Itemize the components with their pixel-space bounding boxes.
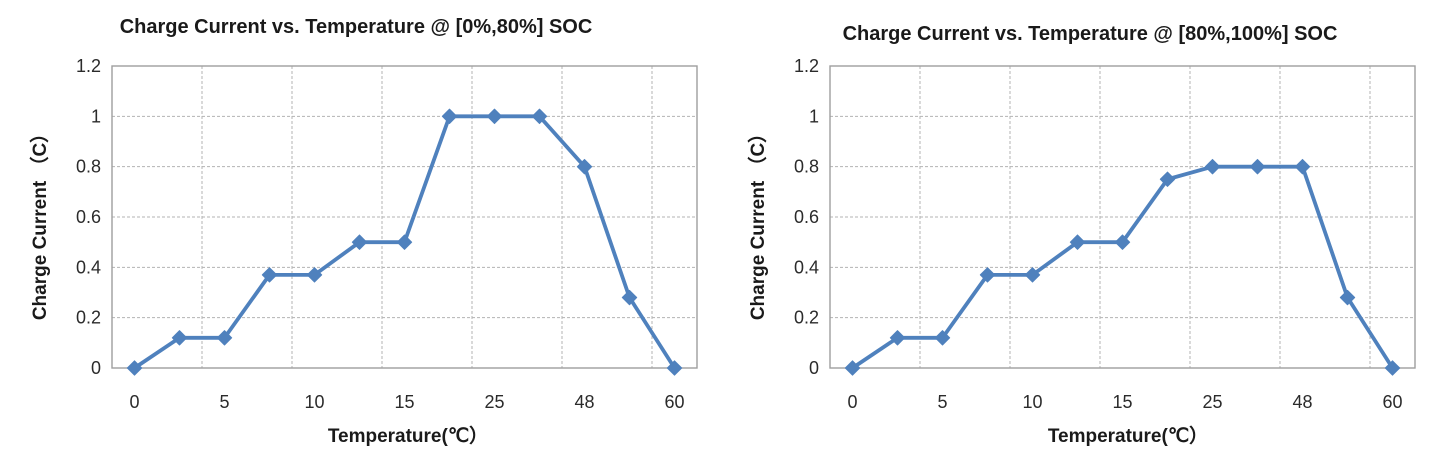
x-axis-title: Temperature(℃） xyxy=(1048,424,1208,447)
x-tick-label: 0 xyxy=(129,392,139,412)
data-point-marker xyxy=(1294,158,1311,175)
data-point-marker xyxy=(531,108,548,125)
plot-area: 0 0.2 0.4 0.6 0.8 1 1.2 0 5 10 15 25 48 60 xyxy=(76,56,698,412)
x-tick-label: 10 xyxy=(304,392,324,412)
y-tick-label: 1 xyxy=(91,106,101,126)
data-point-marker xyxy=(261,267,278,283)
data-point-marker xyxy=(1339,289,1356,306)
y-tick-label: 0.6 xyxy=(794,207,819,227)
chart-charge-current-80-100-soc: 0 0.2 0.4 0.6 0.8 1 1.2 0 5 10 15 25 48 60 Charge Cur… xyxy=(746,23,1416,447)
data-point-marker xyxy=(1159,171,1176,187)
x-tick-label: 5 xyxy=(219,392,229,412)
x-tick-label: 15 xyxy=(1112,392,1132,412)
x-tick-label: 25 xyxy=(484,392,504,412)
data-point-marker xyxy=(351,234,368,250)
data-point-marker xyxy=(844,360,861,376)
y-tick-label: 0.8 xyxy=(794,157,819,177)
y-tick-label: 0.6 xyxy=(76,207,101,227)
x-tick-label: 60 xyxy=(1382,392,1402,412)
y-tick-label: 1.2 xyxy=(794,56,819,76)
data-point-marker xyxy=(576,158,593,175)
y-tick-label: 1.2 xyxy=(76,56,101,76)
x-tick-label: 60 xyxy=(664,392,684,412)
y-tick-label: 0.4 xyxy=(794,257,819,277)
x-axis-title: Temperature(℃） xyxy=(328,424,488,447)
x-tick-label: 10 xyxy=(1022,392,1042,412)
plot-area: 0 0.2 0.4 0.6 0.8 1 1.2 0 5 10 15 25 48 60 xyxy=(794,56,1416,412)
data-point-marker xyxy=(889,330,906,346)
data-point-marker xyxy=(621,289,638,306)
x-tick-label: 25 xyxy=(1202,392,1222,412)
chart-title: Charge Current vs. Temperature @ [0%,80%… xyxy=(120,16,593,38)
y-tick-label: 0 xyxy=(809,358,819,378)
data-point-marker xyxy=(126,360,143,376)
y-tick-label: 1 xyxy=(809,106,819,126)
data-point-marker xyxy=(1114,234,1131,250)
data-point-marker xyxy=(1249,158,1266,175)
plot-border xyxy=(111,65,698,369)
data-point-marker xyxy=(666,360,683,376)
data-point-marker xyxy=(934,330,951,346)
plot-border xyxy=(829,65,1416,369)
x-tick-label: 0 xyxy=(847,392,857,412)
data-point-marker xyxy=(979,267,996,283)
data-point-marker xyxy=(171,330,188,346)
y-tick-label: 0.8 xyxy=(76,157,101,177)
data-point-marker xyxy=(1384,360,1401,376)
x-tick-label: 48 xyxy=(1292,392,1312,412)
x-tick-label: 15 xyxy=(394,392,414,412)
data-point-marker xyxy=(441,108,458,125)
y-tick-label: 0.2 xyxy=(76,308,101,328)
x-tick-label: 48 xyxy=(574,392,594,412)
data-point-marker xyxy=(396,234,413,250)
data-point-marker xyxy=(306,267,323,283)
y-tick-label: 0.4 xyxy=(76,257,101,277)
data-point-marker xyxy=(486,108,503,125)
data-point-marker xyxy=(216,330,233,346)
y-tick-label: 0.2 xyxy=(794,308,819,328)
data-point-marker xyxy=(1024,267,1041,283)
data-point-marker xyxy=(1069,234,1086,250)
chart-charge-current-0-80-soc: 0 0.2 0.4 0.6 0.8 1 1.2 0 5 10 15 25 48 60 Charge Cur… xyxy=(28,16,698,447)
y-axis-title: Charge Current （C） xyxy=(746,124,769,320)
data-point-marker xyxy=(1204,158,1221,175)
y-tick-label: 0 xyxy=(91,358,101,378)
x-tick-label: 5 xyxy=(937,392,947,412)
chart-title: Charge Current vs. Temperature @ [80%,10… xyxy=(843,23,1338,45)
y-axis-title: Charge Current （C） xyxy=(28,124,51,320)
